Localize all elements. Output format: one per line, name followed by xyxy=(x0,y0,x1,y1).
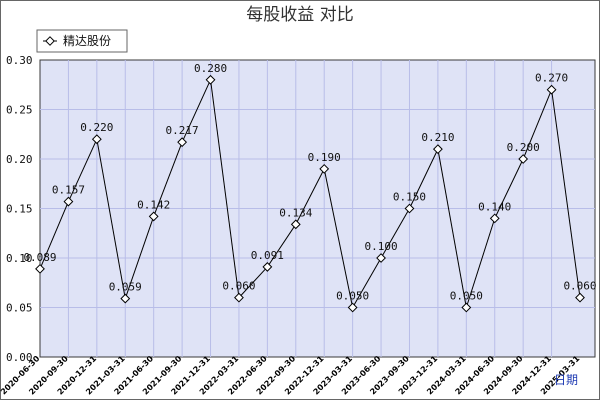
series-line-segment xyxy=(494,158,524,219)
data-label: 0.050 xyxy=(336,290,369,303)
series-line-segment xyxy=(96,139,126,299)
legend-label-jingda: 精达股份 xyxy=(63,34,111,48)
data-point-diamond xyxy=(262,262,273,272)
series-line-segment xyxy=(409,148,439,209)
y-tick-label: 0.10 xyxy=(6,252,33,265)
data-point-diamond xyxy=(404,203,415,214)
data-label: 0.200 xyxy=(507,141,540,154)
data-point-diamond xyxy=(546,84,557,95)
series-line-segment xyxy=(39,201,69,270)
series-layer xyxy=(35,74,585,313)
series-line-segment xyxy=(323,168,354,308)
y-tick-label: 0.20 xyxy=(6,153,33,166)
y-tick-label: 0.05 xyxy=(6,302,33,315)
data-point-diamond xyxy=(518,154,529,164)
data-label: 0.091 xyxy=(251,249,284,262)
data-point-diamond xyxy=(148,211,159,222)
chart-title: 每股收益 对比 xyxy=(246,5,353,25)
y-tick-label: 0.30 xyxy=(6,54,33,67)
data-label: 0.050 xyxy=(450,290,483,303)
data-label: 0.089 xyxy=(23,251,56,264)
x-axis-title: 日期 xyxy=(554,373,578,387)
data-label: 0.140 xyxy=(478,200,511,213)
data-point-diamond xyxy=(461,302,472,313)
data-point-diamond xyxy=(347,302,358,313)
legend-box xyxy=(36,29,128,53)
data-point-diamond xyxy=(489,213,500,224)
data-point-diamond xyxy=(35,263,45,274)
series-line-segment xyxy=(153,141,183,217)
series-line-segment xyxy=(352,257,382,308)
data-label: 0.134 xyxy=(279,206,312,219)
data-label: 0.150 xyxy=(393,191,426,204)
series-line-segment xyxy=(238,266,268,298)
data-label: 0.157 xyxy=(52,184,85,197)
series-line-segment xyxy=(67,138,98,202)
legend-diamond-marker xyxy=(45,36,55,46)
y-tick-label: 0.25 xyxy=(6,104,33,117)
data-label: 0.217 xyxy=(166,124,199,137)
data-point-diamond xyxy=(205,74,216,85)
series-line-segment xyxy=(181,79,211,143)
data-point-diamond xyxy=(63,196,74,207)
data-label: 0.210 xyxy=(421,131,454,144)
series-line-segment xyxy=(210,79,240,298)
series-line-segment xyxy=(124,216,155,299)
y-tick-label: 0.15 xyxy=(6,203,33,216)
data-point-diamond xyxy=(120,293,131,304)
data-point-diamond xyxy=(91,134,102,145)
label-layer: 0.089 0.157 0.220 0.059 0.142 0.217 0.280 0.060… xyxy=(23,62,596,303)
data-point-diamond xyxy=(177,137,188,148)
y-tick-label: 0.00 xyxy=(6,351,33,364)
data-point-diamond xyxy=(234,292,244,303)
data-point-diamond xyxy=(376,253,386,263)
data-label: 0.190 xyxy=(308,151,341,164)
series-line-segment xyxy=(437,149,467,308)
legend: 精达股份 xyxy=(36,29,128,53)
data-point-diamond xyxy=(319,163,330,174)
data-label: 0.220 xyxy=(80,121,113,134)
data-label: 0.060 xyxy=(222,280,255,293)
grid-layer xyxy=(40,60,595,357)
data-label: 0.142 xyxy=(137,198,170,211)
series-line-segment xyxy=(380,208,410,259)
data-label: 0.270 xyxy=(535,72,568,85)
data-label: 0.280 xyxy=(194,62,227,75)
series-line-segment xyxy=(465,218,496,308)
data-point-diamond xyxy=(290,219,301,230)
data-label: 0.100 xyxy=(364,240,397,253)
data-label: 0.060 xyxy=(563,280,596,293)
data-point-diamond xyxy=(432,144,443,155)
data-point-diamond xyxy=(575,292,585,303)
series-line-segment xyxy=(295,168,325,225)
series-line-segment xyxy=(551,89,581,298)
data-label: 0.059 xyxy=(109,281,142,294)
series-line-segment xyxy=(522,89,553,160)
series-line-segment xyxy=(266,224,297,268)
